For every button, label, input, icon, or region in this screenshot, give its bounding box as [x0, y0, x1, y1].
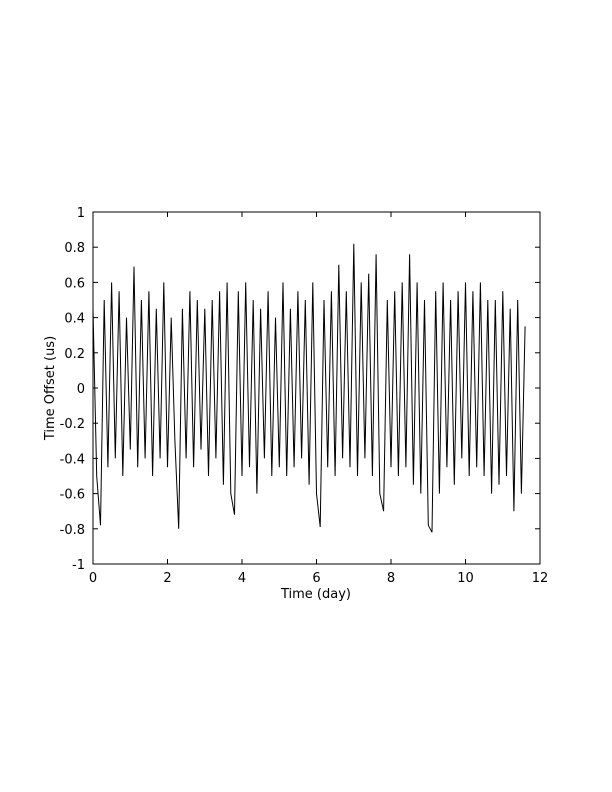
y-tick-label: 0.2 [64, 347, 85, 362]
y-tick-label: 0 [77, 382, 85, 397]
x-axis-label: Time (day) [280, 587, 351, 602]
series-layer [92, 243, 526, 533]
y-tick-label: -1 [72, 558, 85, 573]
y-tick-label: -0.6 [60, 488, 85, 503]
y-axis-label: Time Offset (us) [43, 336, 58, 441]
y-tick-label: -0.4 [60, 452, 85, 467]
y-tick-label: -0.8 [60, 523, 85, 538]
x-tick-label: 0 [89, 571, 97, 586]
x-tick-label: 4 [238, 571, 246, 586]
series-line-0 [92, 243, 526, 533]
x-tick-label: 8 [387, 571, 395, 586]
x-tick-label: 6 [312, 571, 320, 586]
plot-frame [92, 211, 541, 565]
y-axis: -1 -0.8 -0.6 -0.4 -0.2 0 0.2 0.4 0.6 0.8 1 [60, 206, 540, 573]
y-tick-label: 0.8 [64, 241, 85, 256]
y-tick-label: 1 [77, 206, 85, 221]
y-tick-label: 0.4 [64, 312, 85, 327]
x-tick-label: 10 [457, 571, 474, 586]
y-tick-label: -0.2 [60, 417, 85, 432]
x-axis: 0 2 4 6 8 10 12 [89, 212, 548, 586]
x-tick-label: 2 [163, 571, 171, 586]
x-tick-label: 12 [532, 571, 549, 586]
y-tick-label: 0.6 [64, 276, 85, 291]
